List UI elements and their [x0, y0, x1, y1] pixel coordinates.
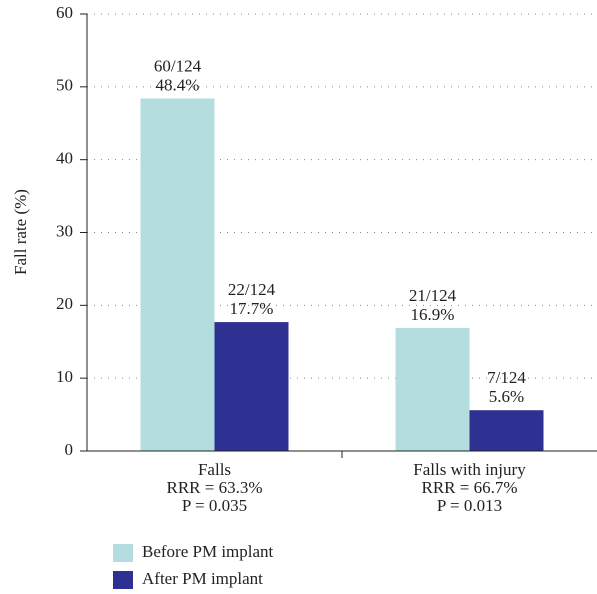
- y-tick-label: 0: [65, 440, 74, 459]
- y-tick-label: 30: [56, 221, 73, 240]
- category-note: RRR = 66.7%: [421, 478, 517, 497]
- count-label: 60/124: [154, 56, 202, 75]
- category-note: P = 0.013: [437, 496, 502, 515]
- value-label: 48.4%: [156, 75, 200, 94]
- bar: [214, 322, 289, 451]
- legend-swatch: [113, 544, 133, 562]
- count-label: 21/124: [409, 286, 457, 305]
- bar: [395, 327, 470, 451]
- y-tick-label: 20: [56, 294, 73, 313]
- y-tick-label: 40: [56, 149, 73, 168]
- x-tick-label: Falls: [198, 460, 231, 479]
- bar: [469, 410, 544, 451]
- legend-label: Before PM implant: [142, 542, 274, 561]
- y-tick-label: 50: [56, 76, 73, 95]
- count-label: 22/124: [228, 280, 276, 299]
- value-label: 16.9%: [411, 305, 455, 324]
- y-tick-label: 60: [56, 3, 73, 22]
- count-label: 7/124: [487, 368, 526, 387]
- value-label: 17.7%: [230, 299, 274, 318]
- y-tick-label: 10: [56, 367, 73, 386]
- x-tick-label: Falls with injury: [413, 460, 526, 479]
- category-note: P = 0.035: [182, 496, 247, 515]
- legend-label: After PM implant: [142, 569, 263, 588]
- legend-swatch: [113, 571, 133, 589]
- category-note: RRR = 63.3%: [166, 478, 262, 497]
- bar: [140, 98, 215, 451]
- y-axis-label: Fall rate (%): [11, 189, 30, 275]
- value-label: 5.6%: [489, 387, 524, 406]
